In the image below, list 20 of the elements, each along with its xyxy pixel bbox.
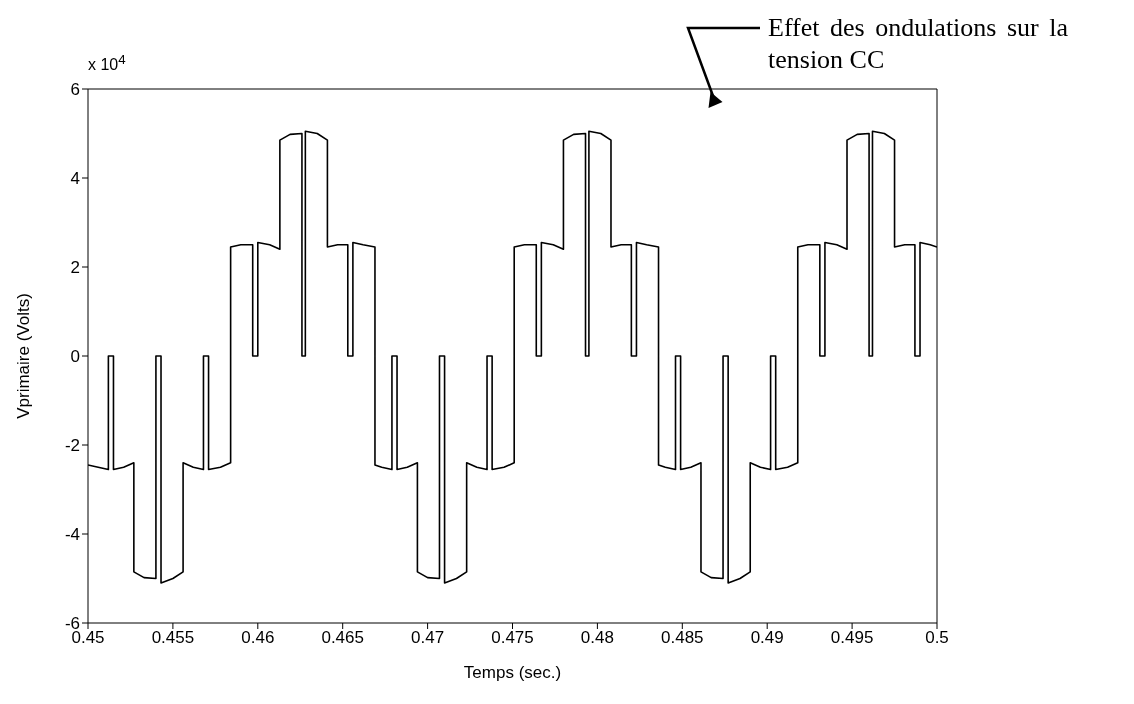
y-tick-label: 4 — [70, 169, 80, 189]
x-tick-label: 0.495 — [830, 628, 874, 648]
x-axis-title: Temps (sec.) — [463, 663, 562, 682]
y-tick-label: 6 — [70, 80, 80, 100]
x-tick-label: 0.485 — [661, 628, 704, 648]
x-tick-label: 0.48 — [580, 628, 614, 648]
x-tick-label: 0.49 — [750, 628, 784, 648]
x-tick-label: 0.47 — [411, 628, 445, 648]
y-tick-label: 0 — [70, 347, 80, 367]
x-tick-label: 0.5 — [925, 628, 949, 648]
y-axis-title: Vprimaire (Volts) — [14, 293, 34, 419]
x-tick-label: 0.46 — [241, 628, 275, 648]
text: x 10$^{4}$ — [88, 52, 126, 75]
x-tick-label: 0.475 — [491, 628, 534, 648]
x-tick-label: 0.455 — [151, 628, 195, 648]
y-tick-label: -2 — [64, 436, 80, 456]
text: Effet des ondulations sur la tension CC — [768, 12, 1068, 76]
y-tick-label: 2 — [70, 258, 80, 278]
x-tick-label: 0.465 — [321, 628, 364, 648]
y-tick-label: -4 — [64, 525, 80, 545]
